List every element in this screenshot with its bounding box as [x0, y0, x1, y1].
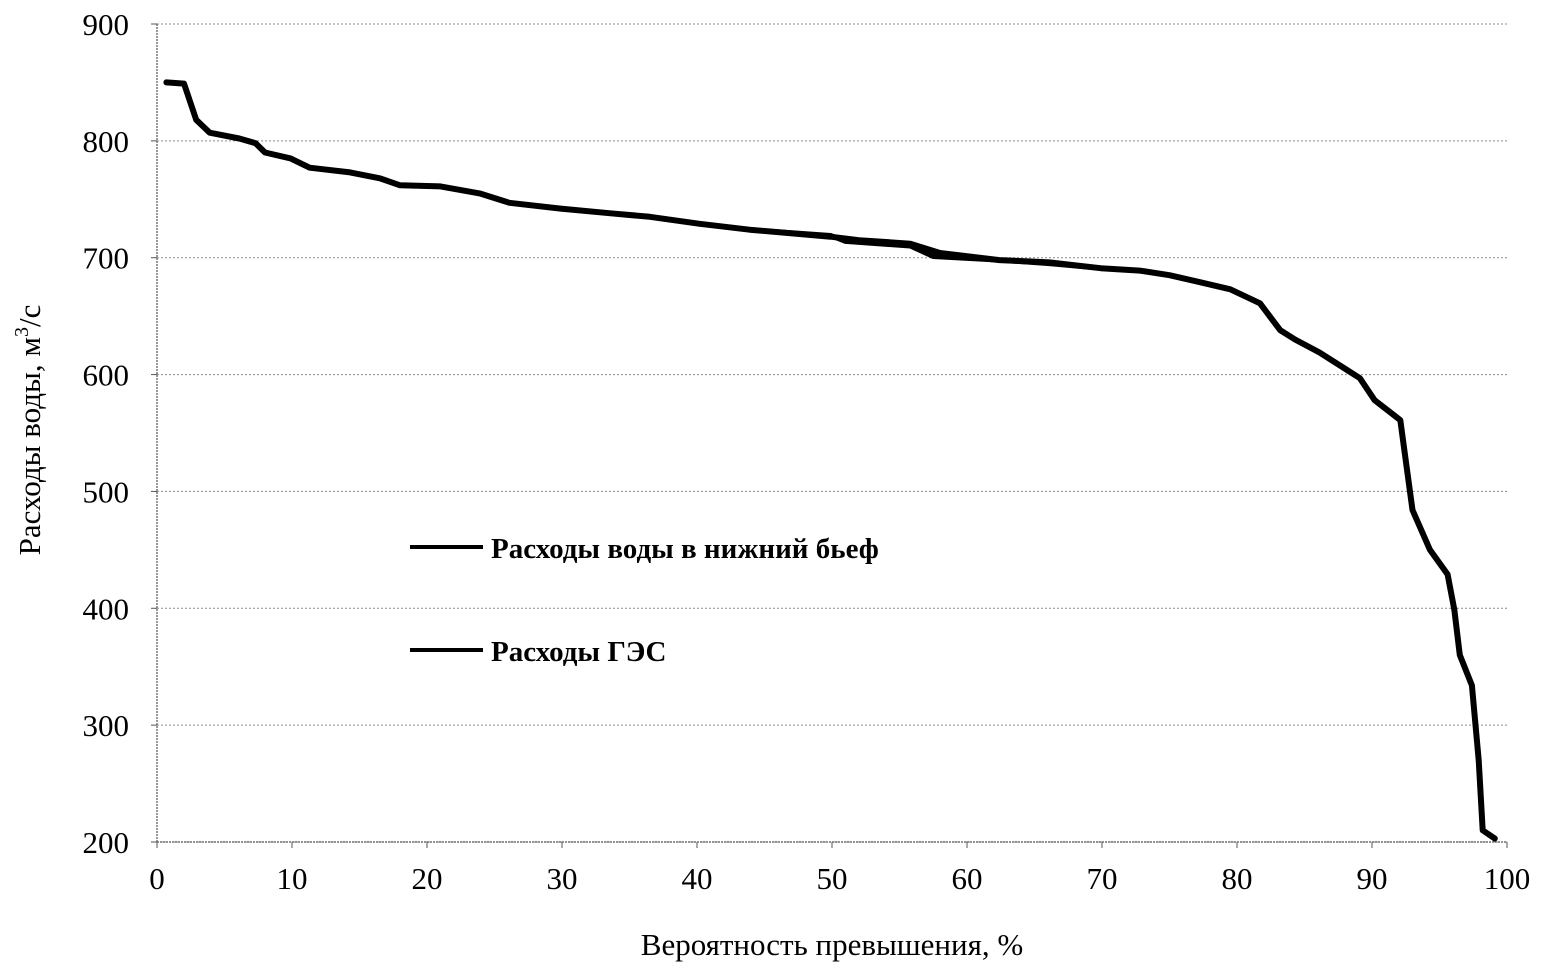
series-line-2 — [163, 79, 1498, 841]
y-axis-title-sup: 3 — [11, 327, 33, 337]
legend-label-lower-pool: Расходы воды в нижний бьеф — [491, 533, 879, 565]
y-axis-title-main: Расходы воды, м — [12, 337, 47, 555]
y-axis-title-tail: /с — [12, 305, 47, 327]
x-tick-label: 60 — [952, 861, 983, 896]
legend-label-hpp: Расходы ГЭС — [491, 636, 666, 668]
y-tick-labels: 200 300 400 500 600 700 800 900 — [83, 7, 130, 860]
legend: Расходы воды в нижний бьеф Расходы ГЭС — [410, 533, 879, 668]
x-tick-label: 90 — [1357, 861, 1388, 896]
y-axis-title: Расходы воды, м3/с — [11, 305, 47, 556]
data-series — [163, 79, 1498, 842]
x-tick-label: 0 — [149, 861, 165, 896]
y-tick-label: 300 — [83, 708, 130, 743]
y-tick-label: 900 — [83, 7, 130, 42]
y-tick-label: 400 — [83, 591, 130, 626]
axes — [151, 23, 1508, 848]
x-tick-label: 80 — [1222, 861, 1253, 896]
x-tick-label: 40 — [682, 861, 713, 896]
y-tick-label: 800 — [83, 124, 130, 159]
x-tick-labels: 0 10 20 30 40 50 60 70 80 90 100 — [149, 861, 1530, 896]
y-tick-label: 600 — [83, 358, 130, 393]
x-tick-label: 10 — [277, 861, 308, 896]
x-tick-label: 100 — [1484, 861, 1531, 896]
y-tick-label: 200 — [83, 825, 130, 860]
x-tick-label: 30 — [547, 861, 578, 896]
x-tick-label: 50 — [817, 861, 848, 896]
gridlines — [157, 23, 1507, 843]
y-tick-label: 500 — [83, 474, 130, 509]
y-tick-label: 700 — [83, 241, 130, 276]
x-tick-label: 20 — [412, 861, 443, 896]
x-tick-label: 70 — [1087, 861, 1118, 896]
x-axis-title: Вероятность превышения, % — [641, 927, 1023, 962]
